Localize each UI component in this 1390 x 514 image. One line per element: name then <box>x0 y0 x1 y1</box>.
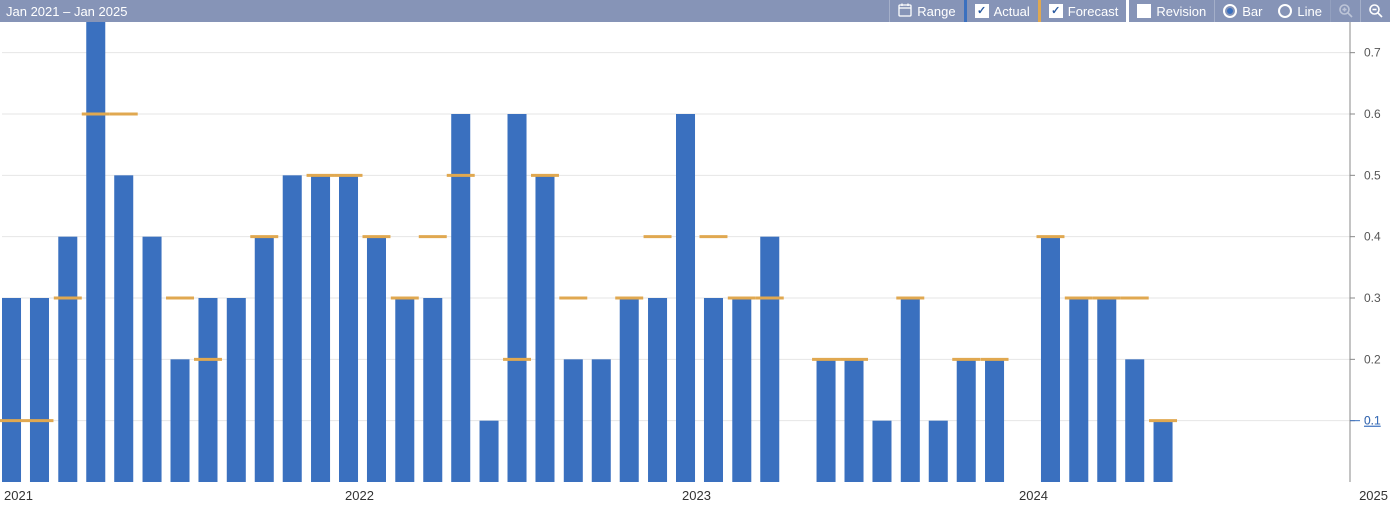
svg-text:2024: 2024 <box>1019 488 1048 503</box>
forecast-toggle[interactable]: Forecast <box>1041 0 1127 22</box>
checkbox-checked-icon <box>1049 4 1063 18</box>
svg-text:2023: 2023 <box>682 488 711 503</box>
svg-text:0.7: 0.7 <box>1364 46 1381 60</box>
svg-text:2025: 2025 <box>1359 488 1388 503</box>
date-range-label: Jan 2021 – Jan 2025 <box>0 4 133 19</box>
svg-text:2021: 2021 <box>4 488 33 503</box>
line-label: Line <box>1297 4 1322 19</box>
radio-off-icon <box>1278 4 1292 18</box>
svg-text:0.3: 0.3 <box>1364 291 1381 305</box>
bar-label: Bar <box>1242 4 1262 19</box>
svg-text:0.4: 0.4 <box>1364 230 1381 244</box>
radio-on-icon <box>1223 4 1237 18</box>
chart-area: © Fair Economy 0.10.20.30.40.50.60.70.12… <box>0 22 1390 514</box>
toolbar: Jan 2021 – Jan 2025 Range Actual Forecas… <box>0 0 1390 22</box>
chart-plot[interactable]: 0.10.20.30.40.50.60.70.12021202220232024… <box>0 22 1390 514</box>
forecast-label: Forecast <box>1068 4 1119 19</box>
zoom-out-icon <box>1368 3 1384 19</box>
range-label: Range <box>917 4 955 19</box>
revision-label: Revision <box>1156 4 1206 19</box>
revision-toggle[interactable]: Revision <box>1129 0 1214 22</box>
zoom-in-icon <box>1338 3 1354 19</box>
range-button[interactable]: Range <box>889 0 963 22</box>
svg-text:2022: 2022 <box>345 488 374 503</box>
checkbox-checked-icon <box>975 4 989 18</box>
checkbox-unchecked-icon <box>1137 4 1151 18</box>
zoom-out-button[interactable] <box>1360 0 1390 22</box>
zoom-in-button[interactable] <box>1330 0 1360 22</box>
svg-text:0.2: 0.2 <box>1364 352 1381 366</box>
bar-radio[interactable]: Bar <box>1214 0 1270 22</box>
calendar-icon <box>898 3 912 20</box>
line-radio[interactable]: Line <box>1270 0 1330 22</box>
svg-text:0.1: 0.1 <box>1364 414 1381 428</box>
svg-text:0.5: 0.5 <box>1364 168 1381 182</box>
actual-label: Actual <box>994 4 1030 19</box>
svg-text:0.6: 0.6 <box>1364 107 1381 121</box>
actual-toggle[interactable]: Actual <box>967 0 1038 22</box>
